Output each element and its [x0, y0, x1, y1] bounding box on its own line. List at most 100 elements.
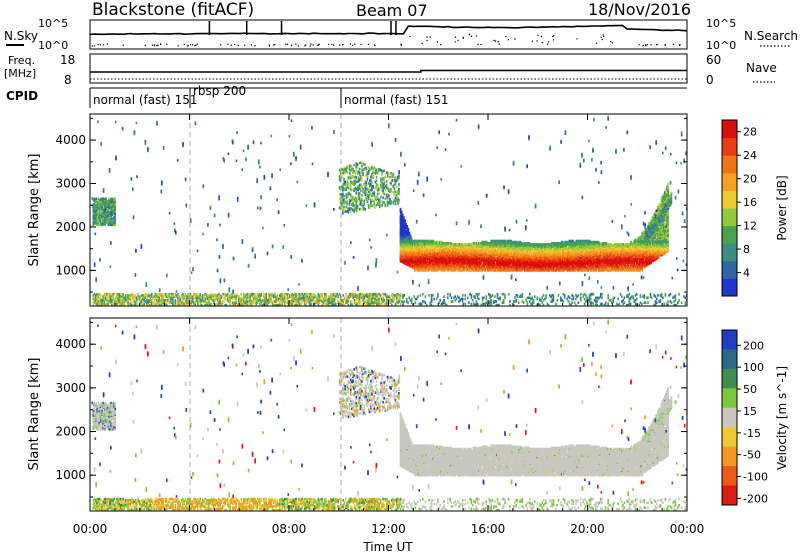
- power-echo-cell: [606, 243, 609, 246]
- power-echo-cell: [425, 263, 427, 266]
- power-echo-cell: [604, 258, 607, 262]
- power-echo-cell: [472, 242, 475, 245]
- power-echo-cell: [532, 243, 535, 246]
- power-echo-cell: [474, 245, 477, 248]
- power-echo-cell: [413, 239, 415, 243]
- search-noise-dot: [191, 44, 194, 46]
- power-echo-cell: [441, 256, 443, 260]
- power-echo-cell: [422, 239, 424, 243]
- power-echo-cell: [501, 258, 504, 262]
- power-echo-cell: [558, 263, 561, 266]
- search-noise-dot: [421, 42, 423, 45]
- power-echo-cell: [547, 243, 550, 246]
- power-echo-cell: [615, 252, 618, 255]
- power-echo-cell: [456, 246, 459, 250]
- frequency-panel-frame: [89, 53, 688, 84]
- power-echo-cell: [424, 256, 426, 260]
- power-echo-cell: [454, 261, 457, 264]
- power-echo-cell: [621, 249, 623, 253]
- power-echo-cell: [502, 262, 505, 265]
- power-echo-cell: [440, 254, 442, 257]
- search-noise-dot: [157, 44, 159, 46]
- search-noise-dot: [494, 40, 497, 42]
- power-echo-cell: [502, 260, 505, 263]
- power-echo-cell: [579, 256, 582, 260]
- noise-sky-label: N.Sky: [4, 29, 38, 43]
- power-echo-cell: [446, 242, 449, 245]
- power-echo-cell: [575, 253, 577, 256]
- power-echo-cell: [494, 265, 497, 269]
- power-echo-cell: [421, 257, 423, 261]
- power-echo-cell: [526, 260, 528, 263]
- power-echo-cell: [568, 261, 571, 264]
- power-echo-cell: [447, 242, 450, 245]
- power-echo-cell: [478, 242, 480, 245]
- power-echo-cell: [536, 256, 538, 260]
- date-label: 18/Nov/2016: [588, 0, 691, 19]
- power-echo-cell: [475, 248, 478, 252]
- power-echo-cell: [511, 253, 514, 256]
- power-echo-cell: [442, 266, 444, 270]
- power-echo-cell: [538, 243, 541, 246]
- power-echo-cell: [488, 261, 490, 264]
- power-echo-cell: [453, 266, 455, 270]
- search-noise-dot: [454, 41, 456, 43]
- power-echo-cell: [401, 244, 404, 247]
- power-echo-cell: [554, 246, 556, 250]
- power-echo-cell: [485, 253, 488, 256]
- noise-search-label: N.Search: [744, 29, 798, 43]
- power-echo-cell: [585, 247, 588, 251]
- power-echo-cell: [492, 243, 495, 246]
- power-echo-cell: [548, 249, 551, 253]
- power-echo-cell: [522, 268, 525, 271]
- power-echo-cell: [558, 257, 561, 261]
- power-echo-cell: [555, 266, 557, 270]
- power-echo-cell: [515, 246, 517, 250]
- power-echo-cell: [410, 264, 413, 268]
- search-noise-dot: [429, 36, 431, 38]
- power-echo-cell: [517, 252, 519, 255]
- power-echo-cell: [498, 245, 500, 248]
- power-echo-cell: [417, 268, 420, 271]
- search-noise-dot: [553, 35, 555, 37]
- power-echo-cell: [567, 255, 570, 259]
- power-echo-cell: [590, 251, 592, 254]
- power-echo-cell: [629, 264, 631, 268]
- power-echo-cell: [463, 265, 466, 269]
- power-echo-cell: [474, 254, 477, 257]
- power-echo-cell: [584, 269, 586, 272]
- power-echo-cell: [530, 243, 533, 246]
- power-echo-cell: [421, 239, 423, 243]
- power-echo-cell: [518, 240, 520, 244]
- search-noise-dot: [183, 43, 185, 46]
- power-echo-cell: [538, 248, 541, 252]
- power-echo-cell: [539, 253, 542, 256]
- power-echo-cell: [459, 258, 461, 262]
- search-noise-dot: [468, 33, 471, 35]
- power-echo-cell: [565, 240, 567, 244]
- search-noise-dot: [97, 43, 99, 46]
- power-echo-cell: [460, 254, 462, 257]
- power-echo-cell: [490, 239, 492, 243]
- power-echo-cell: [412, 259, 414, 262]
- power-echo-cell: [406, 231, 408, 235]
- power-echo-cell: [414, 253, 416, 256]
- power-echo-cell: [512, 244, 515, 247]
- power-echo-cell: [563, 262, 565, 265]
- power-echo-cell: [400, 260, 403, 263]
- power-echo-cell: [491, 268, 494, 271]
- power-echo-cell: [441, 240, 443, 244]
- power-echo-cell: [464, 247, 467, 251]
- power-echo-cell: [550, 266, 553, 270]
- power-echo-cell: [507, 266, 509, 270]
- power-echo-cell: [521, 249, 524, 253]
- power-echo-cell: [566, 247, 569, 251]
- power-echo-cell: [578, 239, 581, 243]
- search-noise-dot: [186, 45, 189, 47]
- power-echo-cell: [613, 255, 616, 259]
- power-echo-cell: [520, 262, 523, 265]
- power-echo-cell: [539, 264, 542, 268]
- power-echo-cell: [553, 242, 555, 245]
- power-echo-cell: [462, 261, 464, 264]
- power-echo-cell: [516, 240, 518, 244]
